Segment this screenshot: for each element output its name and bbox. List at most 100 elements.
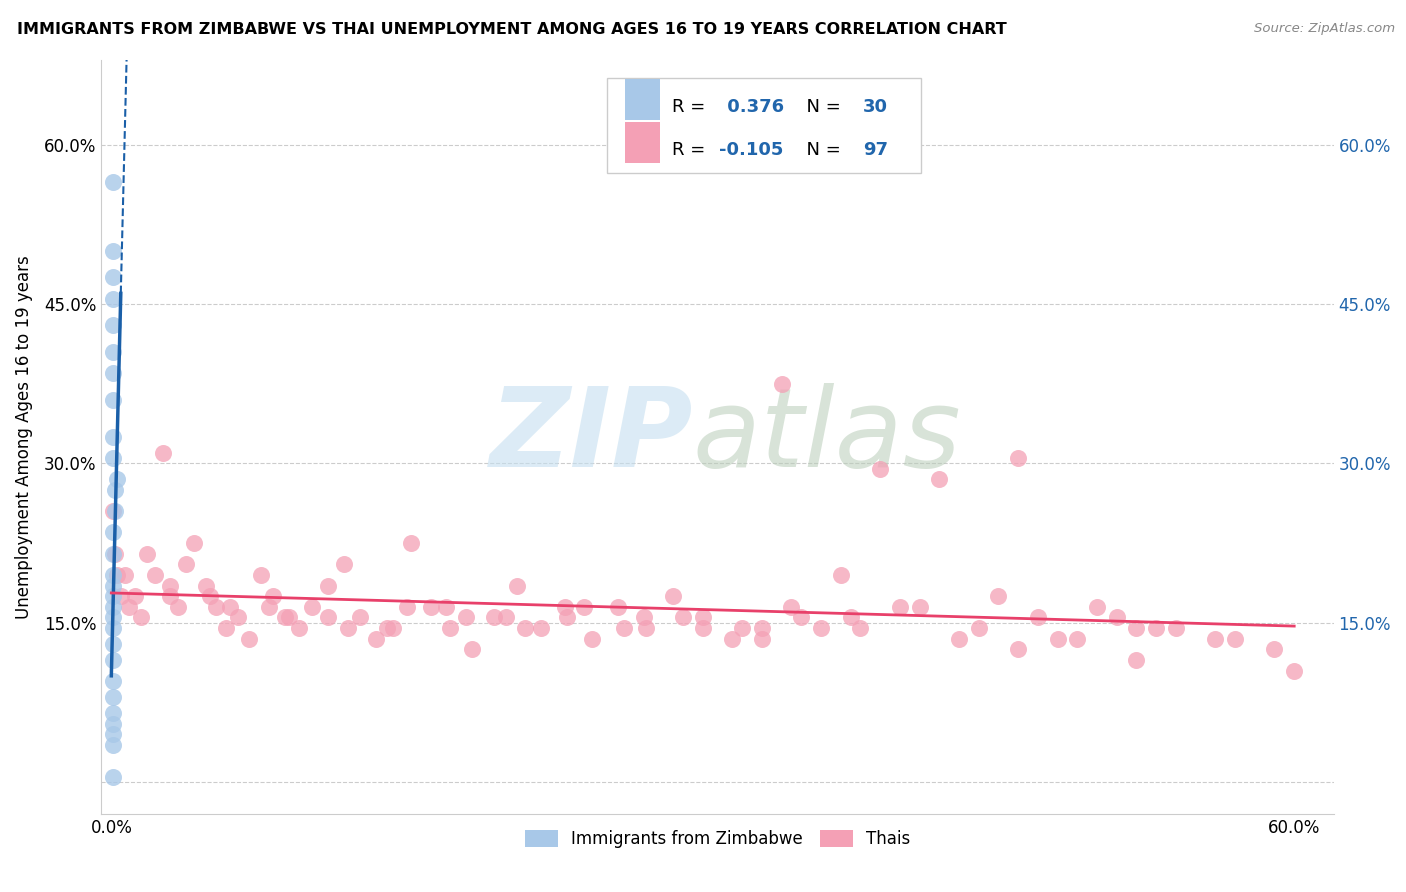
Point — [692, 610, 714, 624]
Point — [1282, 664, 1305, 678]
Point — [152, 446, 174, 460]
Point — [633, 610, 655, 624]
Point — [262, 589, 284, 603]
Point — [436, 599, 458, 614]
Text: Source: ZipAtlas.com: Source: ZipAtlas.com — [1254, 22, 1395, 36]
Point — [103, 589, 125, 603]
Point — [790, 610, 813, 624]
Point — [110, 589, 132, 603]
Point — [456, 610, 478, 624]
Point — [751, 621, 773, 635]
Bar — [626, 122, 659, 163]
Point — [103, 578, 125, 592]
Point — [1046, 632, 1069, 646]
Point — [515, 621, 537, 635]
Point — [1204, 632, 1226, 646]
Point — [105, 472, 128, 486]
Point — [1164, 621, 1187, 635]
Point — [439, 621, 461, 635]
Point — [316, 610, 339, 624]
Point — [103, 727, 125, 741]
Point — [672, 610, 695, 624]
Point — [810, 621, 832, 635]
Point — [692, 621, 714, 635]
Point — [143, 567, 166, 582]
Point — [530, 621, 553, 635]
Point — [277, 610, 299, 624]
Point — [1085, 599, 1108, 614]
Point — [554, 599, 576, 614]
Point — [849, 621, 872, 635]
Point — [662, 589, 685, 603]
Point — [103, 525, 125, 540]
Text: 97: 97 — [863, 141, 889, 159]
Point — [218, 599, 240, 614]
Point — [928, 472, 950, 486]
Point — [495, 610, 517, 624]
Point — [287, 621, 309, 635]
Point — [830, 567, 852, 582]
Point — [238, 632, 260, 646]
Point — [198, 589, 221, 603]
Point — [634, 621, 657, 635]
Point — [103, 292, 125, 306]
Text: N =: N = — [796, 97, 846, 116]
Point — [103, 392, 125, 407]
Point — [103, 690, 125, 704]
Point — [215, 621, 238, 635]
Point — [607, 599, 630, 614]
Y-axis label: Unemployment Among Ages 16 to 19 years: Unemployment Among Ages 16 to 19 years — [15, 255, 32, 619]
Point — [135, 547, 157, 561]
Point — [103, 599, 125, 614]
Point — [103, 738, 125, 752]
Bar — [626, 78, 659, 120]
Point — [316, 578, 339, 592]
Text: -0.105: -0.105 — [718, 141, 783, 159]
Point — [274, 610, 297, 624]
Point — [780, 599, 803, 614]
Point — [257, 599, 280, 614]
Point — [721, 632, 744, 646]
Point — [194, 578, 217, 592]
Point — [103, 270, 125, 285]
Point — [506, 578, 529, 592]
Point — [364, 632, 387, 646]
Point — [103, 706, 125, 720]
Point — [103, 637, 125, 651]
Point — [159, 589, 181, 603]
Point — [103, 621, 125, 635]
Point — [103, 674, 125, 689]
Point — [461, 642, 484, 657]
Point — [751, 632, 773, 646]
Point — [124, 589, 146, 603]
Point — [104, 483, 127, 497]
Point — [1007, 450, 1029, 465]
Point — [1105, 610, 1128, 624]
Point — [103, 547, 125, 561]
Point — [103, 770, 125, 784]
Point — [167, 599, 190, 614]
Text: R =: R = — [672, 141, 711, 159]
Point — [948, 632, 970, 646]
Text: atlas: atlas — [693, 384, 962, 491]
Point — [399, 536, 422, 550]
Point — [889, 599, 911, 614]
Point — [1144, 621, 1167, 635]
Point — [114, 567, 136, 582]
Point — [396, 599, 419, 614]
Point — [349, 610, 371, 624]
Point — [105, 567, 128, 582]
Point — [159, 578, 181, 592]
Point — [839, 610, 862, 624]
Point — [1223, 632, 1246, 646]
Point — [104, 504, 127, 518]
Text: 0.376: 0.376 — [721, 97, 785, 116]
Point — [174, 558, 197, 572]
Legend: Immigrants from Zimbabwe, Thais: Immigrants from Zimbabwe, Thais — [517, 823, 917, 855]
Point — [204, 599, 226, 614]
Text: 30: 30 — [863, 97, 889, 116]
Point — [613, 621, 636, 635]
Point — [1125, 621, 1147, 635]
Point — [382, 621, 405, 635]
Point — [103, 567, 125, 582]
